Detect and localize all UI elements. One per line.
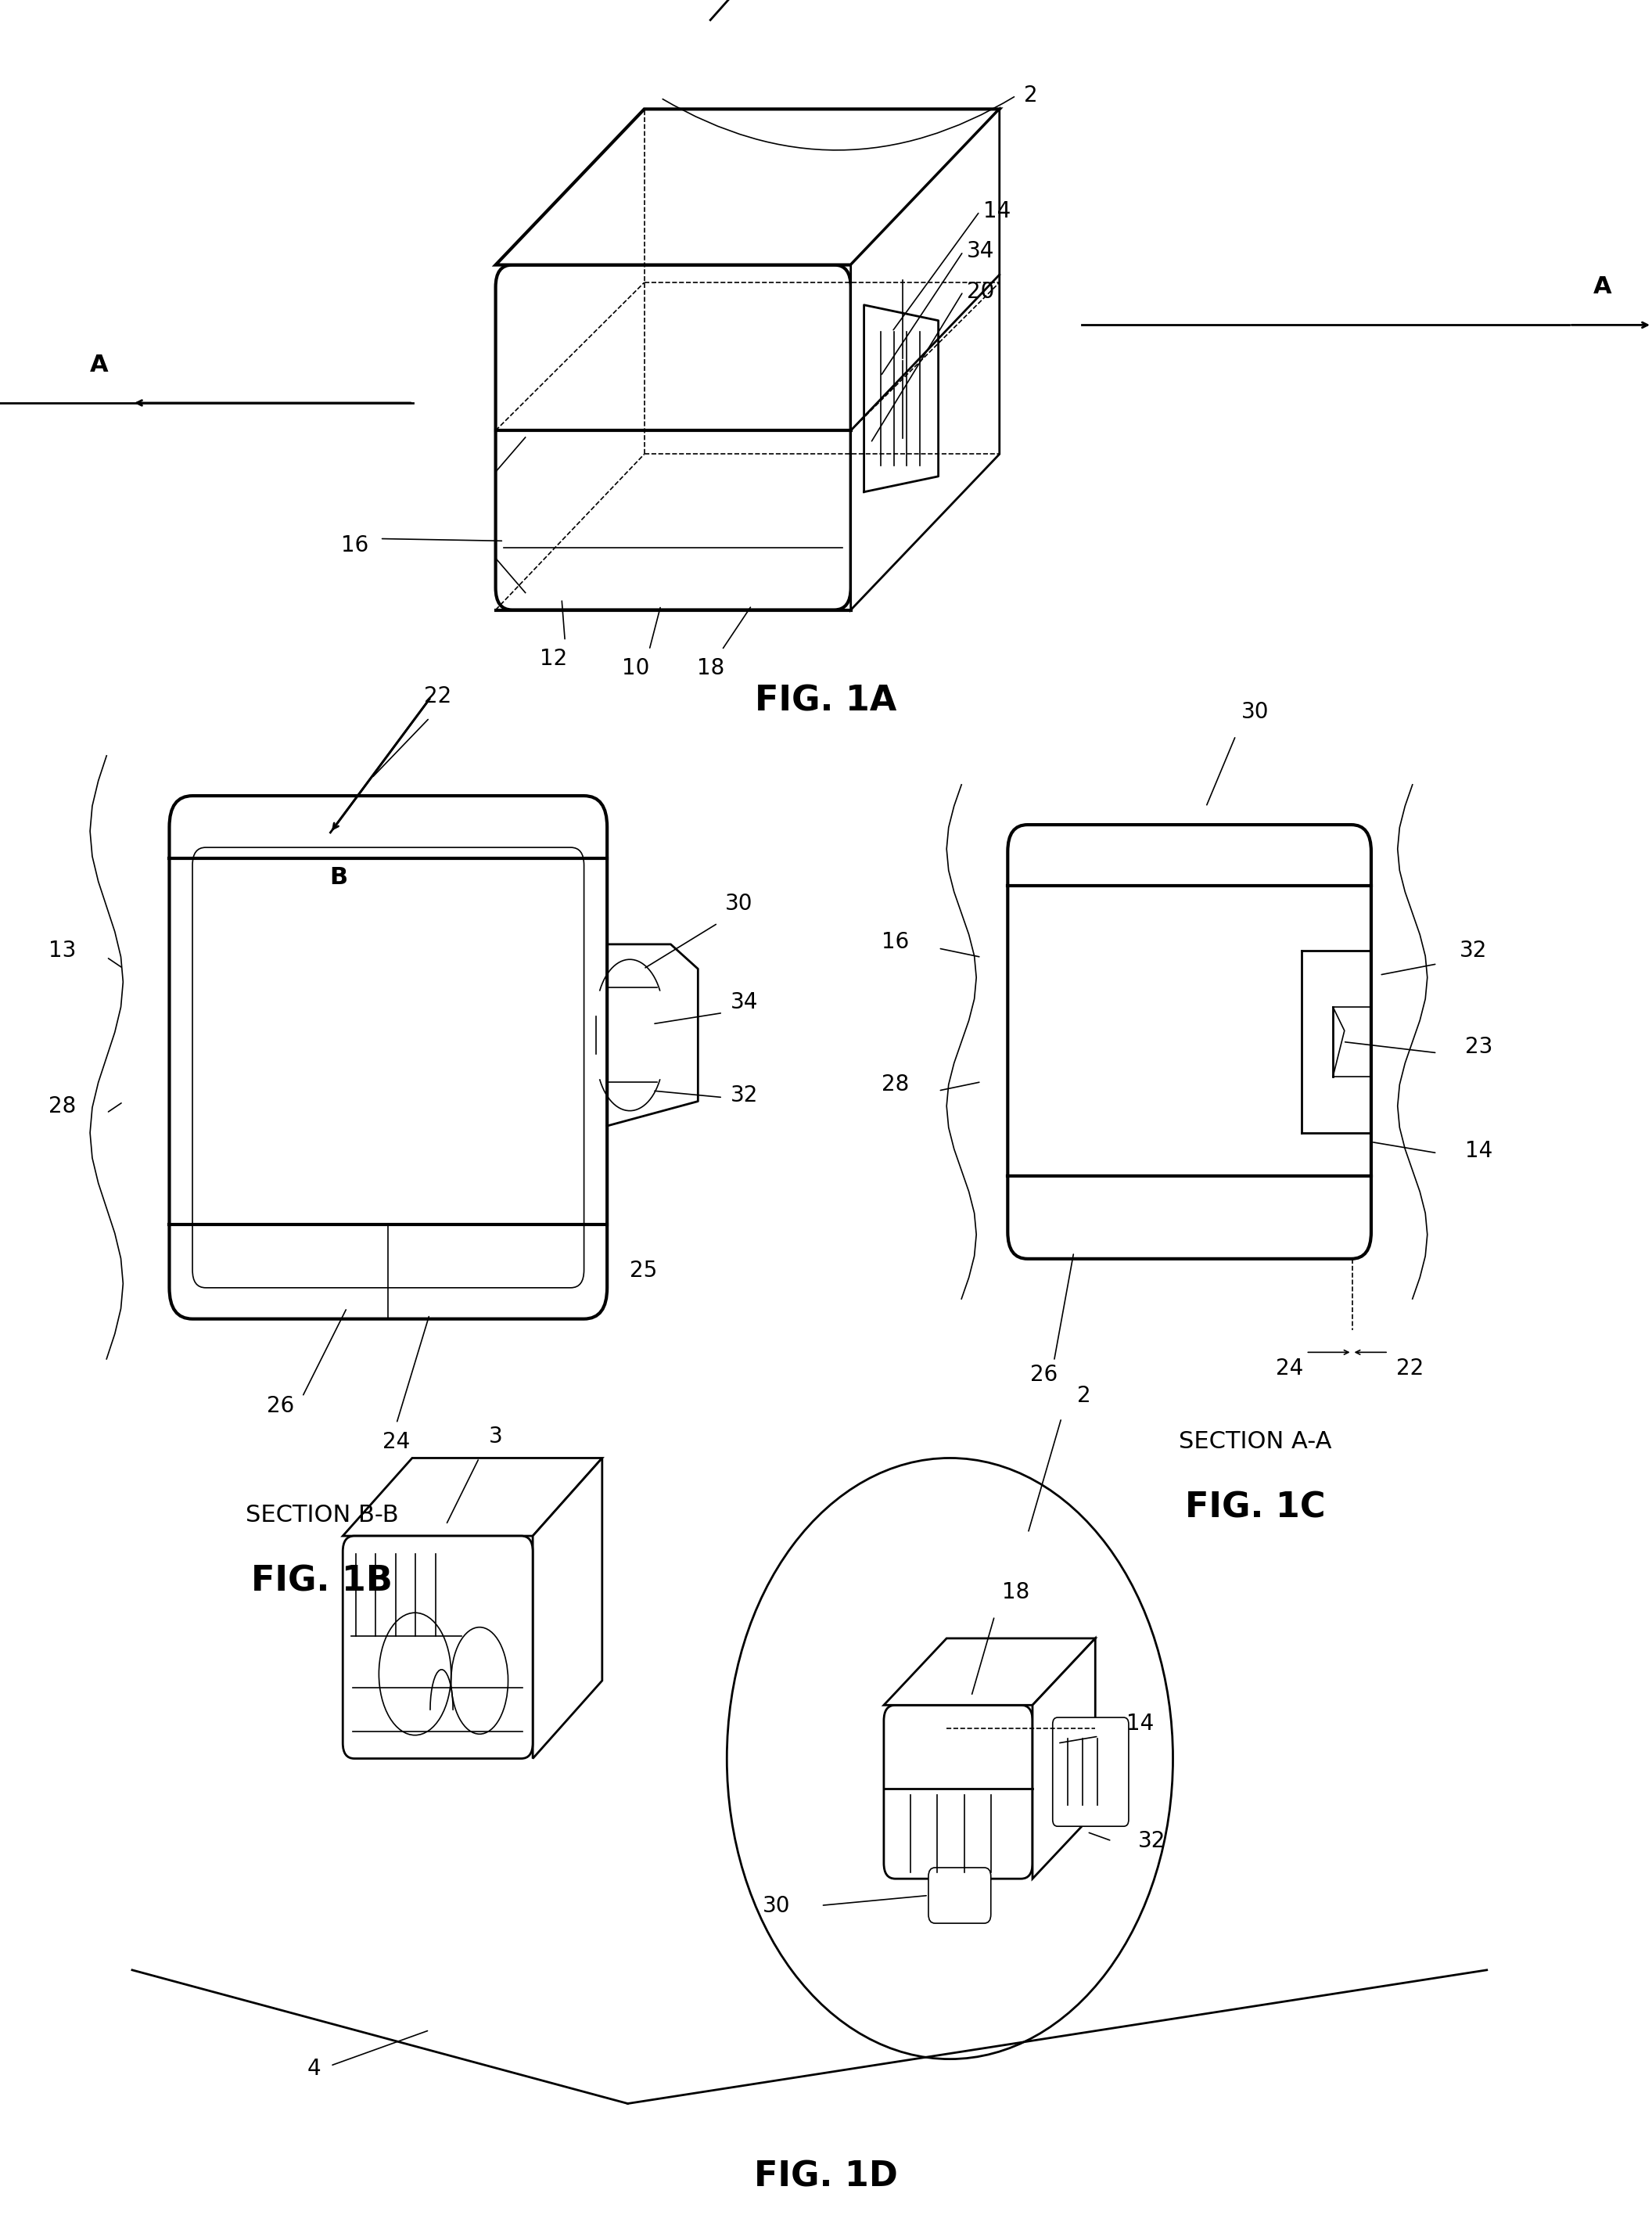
Text: 32: 32	[1460, 939, 1487, 962]
Text: 13: 13	[48, 939, 76, 962]
Text: FIG. 1A: FIG. 1A	[755, 683, 897, 719]
Text: 32: 32	[730, 1084, 758, 1106]
Text: 22: 22	[425, 686, 451, 708]
Text: 18: 18	[697, 657, 724, 679]
Text: 2: 2	[1077, 1385, 1090, 1407]
Text: A: A	[89, 354, 109, 376]
Text: 26: 26	[268, 1396, 294, 1418]
Text: 2: 2	[1024, 85, 1037, 107]
Text: 25: 25	[629, 1260, 657, 1282]
Text: 30: 30	[1242, 701, 1269, 723]
Text: 14: 14	[1465, 1140, 1492, 1162]
Text: 34: 34	[730, 991, 758, 1013]
Text: 14: 14	[983, 200, 1011, 223]
Text: 24: 24	[1275, 1358, 1303, 1380]
Text: 16: 16	[342, 534, 368, 556]
Text: 23: 23	[1465, 1035, 1492, 1057]
Text: FIG. 1B: FIG. 1B	[251, 1565, 393, 1598]
Text: 32: 32	[1138, 1830, 1165, 1852]
FancyBboxPatch shape	[1008, 826, 1371, 1260]
FancyBboxPatch shape	[496, 265, 851, 610]
Text: 28: 28	[48, 1095, 76, 1117]
Text: 14: 14	[1127, 1712, 1153, 1734]
Text: FIG. 1D: FIG. 1D	[753, 2159, 899, 2195]
FancyBboxPatch shape	[928, 1868, 991, 1923]
Text: 30: 30	[725, 893, 753, 915]
Polygon shape	[496, 109, 999, 265]
Text: B: B	[330, 866, 347, 888]
Text: 30: 30	[763, 1894, 790, 1917]
Text: FIG. 1C: FIG. 1C	[1184, 1491, 1327, 1525]
FancyBboxPatch shape	[1052, 1718, 1128, 1825]
Text: 20: 20	[966, 280, 995, 303]
Text: 22: 22	[1396, 1358, 1424, 1380]
FancyBboxPatch shape	[169, 795, 608, 1318]
Polygon shape	[884, 1638, 1095, 1705]
Text: SECTION B-B: SECTION B-B	[246, 1503, 398, 1527]
Text: 34: 34	[966, 240, 995, 263]
Text: 4: 4	[307, 2057, 320, 2079]
Text: 16: 16	[882, 930, 909, 953]
Polygon shape	[851, 109, 999, 610]
Text: 28: 28	[882, 1073, 909, 1095]
Text: 26: 26	[1031, 1365, 1057, 1387]
FancyBboxPatch shape	[884, 1705, 1032, 1879]
Text: A: A	[1593, 276, 1612, 298]
FancyBboxPatch shape	[344, 1536, 532, 1759]
Text: 24: 24	[383, 1431, 410, 1454]
Polygon shape	[532, 1458, 601, 1759]
Text: 10: 10	[623, 657, 649, 679]
Polygon shape	[344, 1458, 601, 1536]
Text: 12: 12	[540, 648, 567, 670]
Polygon shape	[1032, 1638, 1095, 1879]
Text: 3: 3	[489, 1425, 502, 1447]
Text: SECTION A-A: SECTION A-A	[1180, 1429, 1332, 1454]
Text: 18: 18	[1003, 1580, 1029, 1603]
